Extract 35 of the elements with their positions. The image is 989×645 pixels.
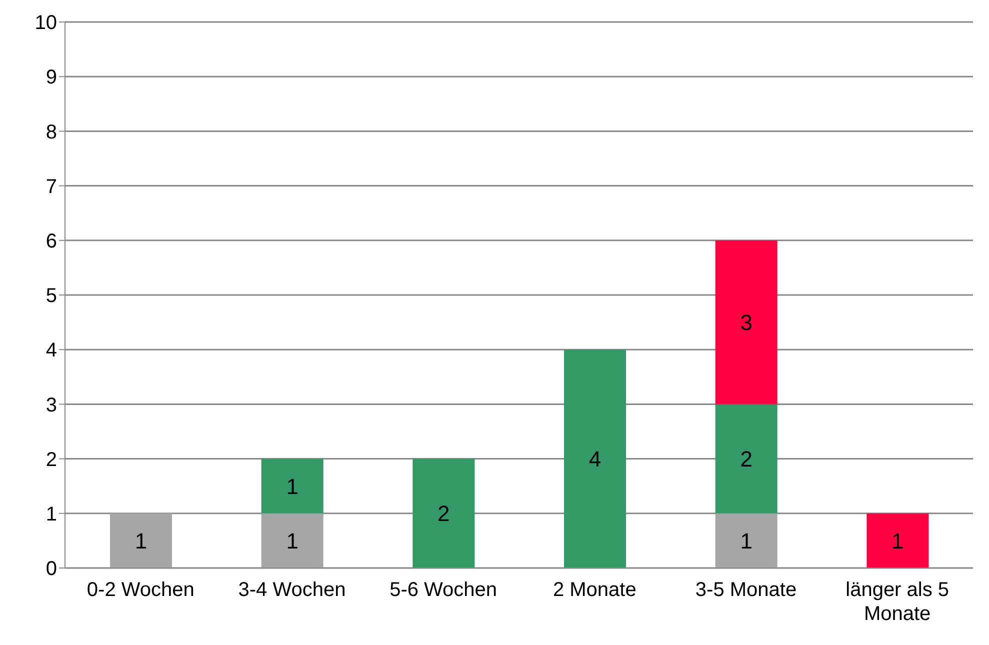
data-label: 1 [286,528,298,554]
data-label: 2 [740,446,752,472]
y-tick-label: 1 [46,504,57,526]
y-tick-label: 6 [46,230,57,252]
data-label: 3 [740,310,752,336]
data-label: 1 [134,528,148,554]
bar [866,513,929,568]
data-label: 1 [740,528,752,554]
x-tick-label: 2 Monate [552,579,636,601]
bar [564,350,626,568]
bar [261,513,324,568]
data-label: 1 [286,474,298,499]
y-tick-label: 9 [46,66,57,89]
data-label: 4 [588,446,602,472]
y-tick-label: 10 [34,12,57,34]
x-tick-label: länger als 5 Monate [846,579,950,625]
y-tick-label: 7 [46,176,57,198]
y-tick-label: 3 [46,394,57,416]
bar [715,404,778,514]
y-tick-label: 4 [46,340,57,362]
y-tick-label: 2 [46,448,57,471]
x-tick-label: 3-4 Wochen [238,579,346,601]
bar [412,458,475,568]
data-label: 2 [438,501,450,526]
y-tick-label: 8 [46,121,57,144]
bar [715,240,778,404]
x-tick-label: 3-5 Monate [695,579,797,601]
x-tick-label: 0-2 Wochen [86,579,194,601]
y-tick-label: 5 [46,285,57,308]
y-tick-label: 0 [46,558,57,580]
data-label: 1 [892,528,904,554]
bar [715,513,778,568]
bar [261,458,324,514]
x-tick-label: 5-6 Wochen [390,579,498,601]
bar [110,513,172,568]
